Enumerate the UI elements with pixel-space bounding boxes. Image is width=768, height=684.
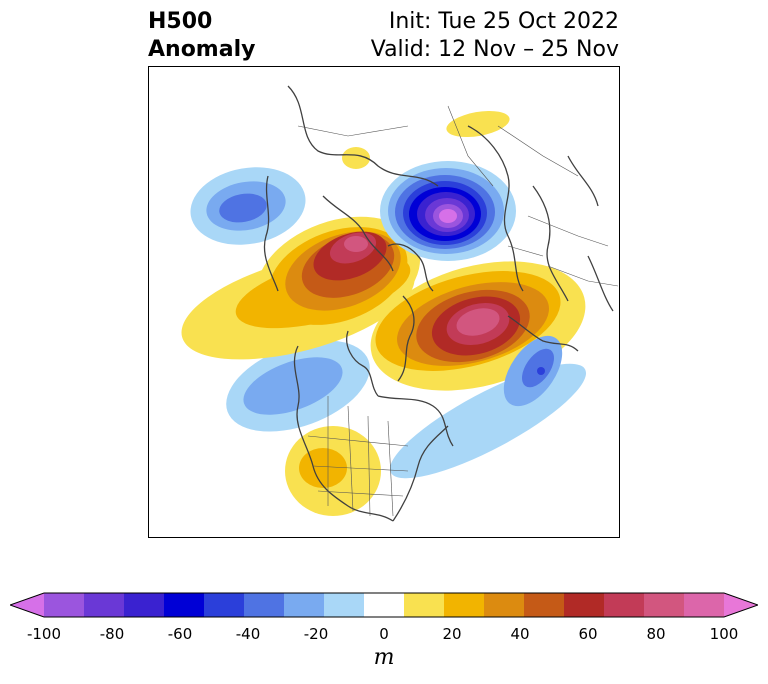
colorbar-tick-label: -40 <box>235 625 261 643</box>
colorbar-bin <box>324 593 365 617</box>
colorbar-bin <box>84 593 125 617</box>
colorbar-bin <box>604 593 645 617</box>
colorbar <box>10 592 758 618</box>
colorbar-extend-max <box>724 593 758 617</box>
coastlines <box>263 85 614 522</box>
colorbar-tick-label: -60 <box>167 625 193 643</box>
title-left: H500 Anomaly <box>148 8 255 64</box>
colorbar-outline <box>10 592 758 618</box>
colorbar-tick-label: -20 <box>303 625 329 643</box>
colorbar-bin <box>284 593 325 617</box>
colorbar-tick-label: 60 <box>578 625 598 643</box>
title-product: H500 <box>148 9 213 34</box>
anomaly-small-positives <box>342 110 510 169</box>
colorbar-bin <box>644 593 685 617</box>
colorbar-tick-label: 20 <box>442 625 462 643</box>
colorbar-tick-label: 40 <box>510 625 530 643</box>
colorbar-bin <box>444 593 485 617</box>
colorbar-bin <box>564 593 605 617</box>
colorbar-unit-label: m <box>373 645 395 670</box>
anomaly-siberian-low <box>380 161 516 261</box>
anomaly-southern-us-ridge <box>285 426 381 516</box>
colorbar-tick-label: 100 <box>709 625 739 643</box>
colorbar-bin <box>404 593 445 617</box>
colorbar-bin <box>484 593 525 617</box>
init-date: Init: Tue 25 Oct 2022 <box>388 9 619 34</box>
colorbar-bin <box>44 593 85 617</box>
colorbar-bin <box>164 593 205 617</box>
colorbar-tick-label: 0 <box>379 625 389 643</box>
colorbar-bin <box>524 593 565 617</box>
colorbar-tick-label: 80 <box>646 625 666 643</box>
colorbar-bin <box>204 593 245 617</box>
colorbar-tick-label: -80 <box>99 625 125 643</box>
colorbar-tick-label: -100 <box>26 625 62 643</box>
anomaly-ridge-west <box>181 216 421 360</box>
political-borders <box>297 105 619 517</box>
valid-range: Valid: 12 Nov – 25 Nov <box>370 37 619 62</box>
colorbar-bin <box>244 593 285 617</box>
colorbar-bin <box>684 593 725 617</box>
colorbar-extend-min <box>10 593 44 617</box>
anomaly-map <box>148 66 620 538</box>
anomaly-north-atlantic-low <box>389 335 587 479</box>
anomaly-aleutian-negative <box>190 167 306 245</box>
title-field: Anomaly <box>148 37 256 62</box>
colorbar-bin <box>124 593 165 617</box>
colorbar-bin <box>364 593 405 617</box>
title-right: Init: Tue 25 Oct 2022 Valid: 12 Nov – 25… <box>371 8 619 64</box>
